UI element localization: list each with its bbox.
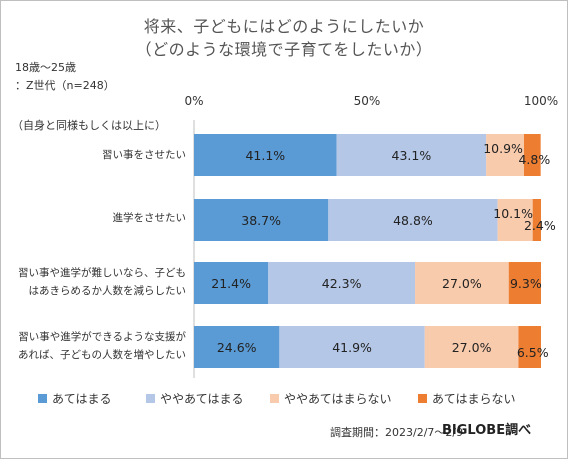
data-label-r3-s2: 42.3% (322, 276, 362, 291)
bar-segment-r2-s2 (328, 199, 498, 241)
legend-swatch-4 (418, 394, 427, 403)
data-label-r4-s3: 27.0% (452, 340, 492, 355)
bar-segment-r2-s4 (532, 199, 541, 241)
data-label-r2-s4: 2.4% (524, 218, 556, 233)
bar-segment-r1-s4 (523, 134, 541, 176)
data-label-r3-s1: 21.4% (211, 276, 251, 291)
data-label-r1-s2: 43.1% (392, 148, 432, 163)
chart-title-line1: 将来、子どもにはどのようにしたいか (143, 17, 425, 36)
data-label-r3-s3: 27.0% (442, 276, 482, 291)
bar-segment-r4-s2 (279, 326, 425, 368)
legend-label-3: ややあてはまらない (284, 392, 392, 406)
bar-segment-r1-s1 (194, 134, 337, 176)
data-label-r4-s2: 41.9% (332, 340, 372, 355)
category-label-4-line1: 習い事や進学ができるような支援が (18, 331, 186, 343)
legend-item-2: ややあてはまる (146, 390, 244, 407)
legend-swatch-2 (146, 394, 155, 403)
legend-swatch-1 (38, 394, 47, 403)
bar-segment-r4-s1 (194, 326, 280, 368)
category-label-2-line1: 進学をさせたい (112, 212, 187, 224)
legend-label-1: あてはまる (52, 392, 112, 406)
bar-segment-r1-s2 (336, 134, 487, 176)
x-tick-100: 100% (523, 94, 559, 108)
bar-segment-r3-s2 (268, 262, 416, 304)
category-label-3: 習い事や進学が難しいなら、子ども はあきらめるか人数を減らしたい (18, 264, 186, 300)
x-tick-0: 0% (184, 94, 204, 108)
data-label-r1-s4: 4.8% (518, 152, 550, 167)
category-label-3-line1: 習い事や進学が難しいなら、子ども (18, 267, 186, 279)
axis-note: （自身と同様もしくは以上に） (12, 119, 166, 132)
data-label-r3-s4: 9.3% (510, 276, 542, 291)
category-label-1-line1: 習い事をさせたい (102, 149, 186, 161)
legend-label-4: あてはまらない (432, 392, 516, 406)
data-label-r2-s3: 10.1% (493, 206, 533, 221)
source-brand: BIGLOBE調べ (442, 423, 532, 438)
bar-segment-r2-s3 (497, 199, 533, 241)
legend-item-1: あてはまる (38, 390, 112, 407)
legend-swatch-3 (270, 394, 279, 403)
category-label-4: 習い事や進学ができるような支援が あれば、子どもの人数を増やしたい (18, 328, 186, 364)
chart-title-line2: （どのような環境で子育てをしたいか） (135, 40, 433, 59)
data-label-r2-s2: 48.8% (393, 213, 433, 228)
category-label-3-line2: はあきらめるか人数を減らしたい (28, 285, 187, 297)
category-label-1: 習い事をさせたい (102, 146, 186, 164)
legend-label-2: ややあてはまる (160, 392, 244, 406)
data-label-r4-s1: 24.6% (217, 340, 257, 355)
bar-segment-r3-s4 (508, 262, 541, 304)
respondent-group: ：Z世代（n=248） (15, 79, 115, 92)
bar-segment-r2-s1 (194, 199, 329, 241)
category-label-2: 進学をさせたい (113, 209, 187, 227)
legend-item-3: ややあてはまらない (270, 390, 392, 407)
bar-segment-r4-s4 (518, 326, 541, 368)
respondent-age-range: 18歳～25歳 (15, 61, 76, 74)
survey-period: 調査期間：2023/2/7～2/9 (330, 426, 464, 439)
legend-item-4: あてはまらない (418, 390, 516, 407)
data-label-r1-s1: 41.1% (245, 148, 285, 163)
x-tick-50: 50% (353, 94, 381, 108)
bar-segment-r1-s3 (486, 134, 524, 176)
bar-segment-r3-s1 (194, 262, 269, 304)
bar-segment-r4-s3 (424, 326, 519, 368)
category-label-4-line2: あれば、子どもの人数を増やしたい (18, 349, 186, 361)
bar-segment-r3-s3 (415, 262, 509, 304)
data-label-r1-s3: 10.9% (483, 141, 523, 156)
data-label-r4-s4: 6.5% (517, 345, 549, 360)
data-label-r2-s1: 38.7% (241, 213, 281, 228)
